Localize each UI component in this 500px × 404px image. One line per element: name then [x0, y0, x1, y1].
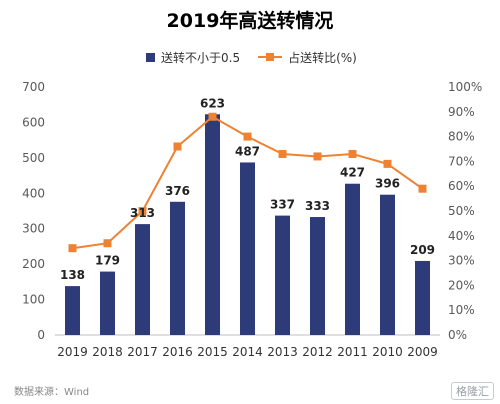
y-left-tick-label: 400: [22, 186, 45, 200]
watermark-logo: 格隆汇: [451, 382, 494, 400]
x-tick-label: 2013: [267, 345, 298, 359]
legend: 送转不小于0.5 占送转比(%): [146, 49, 375, 65]
x-tick-label: 2018: [92, 345, 123, 359]
line-marker: [138, 207, 147, 215]
bar-value-label: 487: [235, 144, 260, 158]
bar: [205, 114, 220, 335]
legend-item-bar: 送转不小于0.5: [146, 49, 240, 66]
y-left-tick-label: 300: [22, 222, 45, 236]
x-tick-label: 2010: [372, 345, 403, 359]
bar-value-label: 179: [95, 254, 120, 268]
chart-title: 2019年高送转情况: [166, 10, 334, 32]
line-marker: [383, 159, 392, 168]
x-tick-label: 2016: [162, 345, 193, 359]
bar: [240, 162, 255, 335]
x-tick-label: 2012: [302, 345, 333, 359]
bar: [100, 271, 115, 335]
legend-item-line: 占送转比(%): [258, 49, 357, 66]
x-tick-label: 2017: [127, 345, 158, 359]
y-right-tick-label: 40%: [448, 229, 475, 243]
bar: [345, 183, 360, 335]
y-left-tick-label: 0: [37, 328, 45, 342]
x-tick-label: 2011: [337, 345, 368, 359]
y-right-tick-label: 0%: [448, 328, 467, 342]
bar-value-label: 623: [200, 96, 225, 110]
legend-bar-label: 送转不小于0.5: [161, 50, 241, 65]
y-right-tick-label: 80%: [448, 130, 475, 144]
y-right-tick-label: 100%: [448, 80, 482, 94]
y-right-tick-label: 70%: [448, 154, 475, 168]
line-marker: [103, 239, 112, 248]
y-left-tick-label: 600: [22, 115, 45, 129]
y-right-tick-label: 50%: [448, 204, 475, 218]
x-tick-label: 2009: [407, 345, 438, 359]
y-right-tick-label: 30%: [448, 254, 475, 268]
y-left-tick-label: 200: [22, 257, 45, 271]
bar: [135, 224, 150, 335]
bar: [170, 201, 185, 335]
x-tick-label: 2014: [232, 345, 263, 359]
bar-value-label: 209: [410, 243, 435, 257]
bar-value-label: 337: [270, 198, 295, 212]
y-right-tick-label: 90%: [448, 105, 475, 119]
line-marker: [208, 112, 217, 121]
bar: [310, 217, 325, 335]
line-marker: [243, 132, 252, 141]
line-marker: [418, 184, 427, 193]
y-left-tick-label: 500: [22, 151, 45, 165]
bar: [275, 215, 290, 335]
bar-value-label: 313: [130, 206, 155, 220]
line-marker: [173, 142, 182, 151]
legend-line-label: 占送转比(%): [288, 50, 357, 65]
bar-value-label: 427: [340, 166, 365, 180]
legend-bar-swatch: [146, 52, 155, 62]
y-right-tick-label: 60%: [448, 179, 475, 193]
bar-value-label: 138: [60, 268, 85, 282]
line-marker: [68, 244, 77, 253]
y-left-tick-label: 100: [22, 293, 45, 307]
line-marker: [348, 149, 357, 158]
line-marker: [313, 152, 322, 161]
source-note: 数据来源：Wind: [14, 387, 90, 398]
x-tick-label: 2019: [57, 345, 88, 359]
line-marker: [278, 149, 287, 158]
bar-value-label: 376: [165, 184, 190, 198]
bar: [380, 194, 395, 335]
bar: [415, 260, 430, 335]
bar-value-label: 333: [305, 199, 330, 213]
y-left-tick-label: 700: [22, 80, 45, 94]
y-right-tick-label: 20%: [448, 278, 475, 292]
legend-line-swatch: [258, 52, 283, 62]
bar: [65, 286, 80, 335]
y-right-tick-label: 10%: [448, 303, 475, 317]
bar-value-label: 396: [375, 177, 400, 191]
x-tick-label: 2015: [197, 345, 228, 359]
